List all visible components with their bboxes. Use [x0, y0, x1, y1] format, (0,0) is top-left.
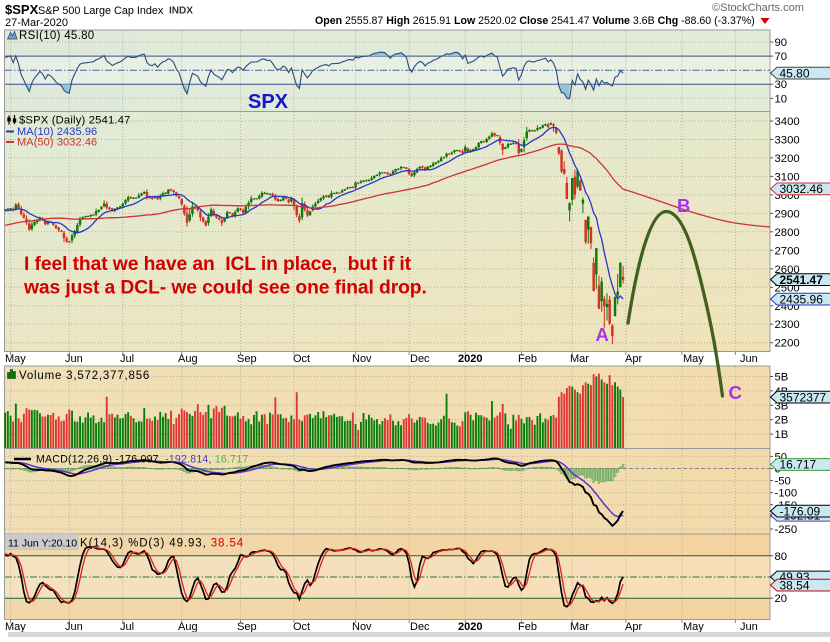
svg-text:2B: 2B — [775, 415, 789, 427]
svg-text:Open 2555.87 High 2615.91 Low: Open 2555.87 High 2615.91 Low 2520.02 Cl… — [315, 15, 755, 27]
svg-text:Feb: Feb — [518, 353, 537, 365]
svg-text:Nov: Nov — [352, 353, 372, 365]
svg-text:Jun: Jun — [740, 353, 758, 365]
svg-text:30: 30 — [775, 79, 788, 91]
svg-text:2020: 2020 — [458, 353, 482, 365]
svg-text:45.80: 45.80 — [780, 66, 810, 80]
svg-text:2800: 2800 — [775, 227, 800, 239]
svg-text:2435.96: 2435.96 — [780, 292, 824, 306]
svg-text:-250: -250 — [775, 524, 798, 536]
svg-text:2700: 2700 — [775, 245, 800, 257]
svg-text:Dec: Dec — [410, 621, 430, 633]
svg-text:Mar: Mar — [570, 621, 589, 633]
svg-text:Jun: Jun — [740, 621, 758, 633]
svg-text:Jul: Jul — [120, 353, 134, 365]
svg-text:Oct: Oct — [293, 353, 310, 365]
svg-text:MACD(12,26,9) -176.097, -192.8: MACD(12,26,9) -176.097, -192.814, 16.717 — [36, 454, 248, 466]
svg-text:-176.09: -176.09 — [780, 504, 821, 518]
svg-text:1B: 1B — [775, 429, 789, 441]
svg-text:2600: 2600 — [775, 264, 800, 276]
svg-text:Feb: Feb — [518, 621, 537, 633]
svg-text:A: A — [596, 324, 609, 345]
svg-text:Jun: Jun — [65, 621, 83, 633]
svg-text:Apr: Apr — [625, 621, 642, 633]
svg-text:80: 80 — [775, 551, 788, 563]
svg-text:2541.47: 2541.47 — [780, 273, 824, 287]
svg-text:2300: 2300 — [775, 319, 800, 331]
svg-text:Sep: Sep — [237, 621, 257, 633]
svg-text:K(14,3) %D(3) 49.93, 38.54: K(14,3) %D(3) 49.93, 38.54 — [80, 537, 244, 549]
svg-text:MA(50) 3032.46: MA(50) 3032.46 — [17, 137, 97, 149]
svg-text:20: 20 — [775, 593, 788, 605]
svg-text:Mar: Mar — [570, 353, 589, 365]
svg-text:May: May — [683, 621, 704, 633]
svg-text:Apr: Apr — [625, 353, 642, 365]
svg-text:B: B — [677, 195, 690, 216]
svg-text:May: May — [5, 353, 26, 365]
svg-text:3300: 3300 — [775, 135, 800, 147]
svg-text:10: 10 — [775, 93, 788, 105]
svg-text:Volume 3,572,377,856: Volume 3,572,377,856 — [19, 370, 150, 382]
svg-text:May: May — [683, 353, 704, 365]
svg-text:70: 70 — [775, 51, 788, 63]
svg-text:16.717: 16.717 — [780, 458, 817, 472]
svg-text:May: May — [5, 621, 26, 633]
svg-text:11 Jun Y:20.10: 11 Jun Y:20.10 — [8, 537, 77, 549]
svg-text:3100: 3100 — [775, 171, 800, 183]
svg-text:$SPX: $SPX — [5, 2, 39, 17]
svg-text:-50: -50 — [775, 476, 791, 488]
svg-text:38.54: 38.54 — [780, 578, 810, 592]
svg-text:-100: -100 — [775, 488, 798, 500]
svg-text:Aug: Aug — [178, 621, 198, 633]
svg-text:C: C — [729, 382, 742, 403]
svg-text:27-Mar-2020: 27-Mar-2020 — [5, 17, 68, 29]
svg-text:2900: 2900 — [775, 208, 800, 220]
svg-text:3032.46: 3032.46 — [780, 182, 824, 196]
svg-text:Dec: Dec — [410, 353, 430, 365]
svg-text:SPX: SPX — [248, 91, 289, 113]
svg-text:5B: 5B — [775, 372, 789, 384]
svg-text:S&P 500 Large Cap Index: S&P 500 Large Cap Index — [38, 5, 164, 17]
svg-text:2200: 2200 — [775, 338, 800, 350]
svg-text:Sep: Sep — [237, 353, 257, 365]
svg-text:Aug: Aug — [178, 353, 198, 365]
svg-text:Nov: Nov — [352, 621, 372, 633]
svg-text:2020: 2020 — [458, 621, 482, 633]
svg-text:90: 90 — [775, 37, 788, 49]
svg-text:3572377: 3572377 — [780, 390, 827, 404]
svg-text:3400: 3400 — [775, 116, 800, 128]
svg-text:$SPX (Daily) 2541.47: $SPX (Daily) 2541.47 — [19, 115, 131, 127]
svg-text:Oct: Oct — [293, 621, 310, 633]
svg-text:Jul: Jul — [120, 621, 134, 633]
svg-text:MA(10) 2435.96: MA(10) 2435.96 — [17, 126, 97, 138]
svg-text:©StockCharts.com: ©StockCharts.com — [712, 2, 804, 14]
svg-text:was just a DCL- we could see o: was just a DCL- we could see one final d… — [23, 278, 427, 299]
svg-text:RSI(10) 45.80: RSI(10) 45.80 — [19, 30, 95, 42]
svg-text:INDX: INDX — [169, 6, 193, 17]
svg-text:3200: 3200 — [775, 153, 800, 165]
svg-text:Jun: Jun — [65, 353, 83, 365]
svg-text:I feel that we have an ICL in: I feel that we have an ICL in place, but… — [24, 254, 412, 275]
